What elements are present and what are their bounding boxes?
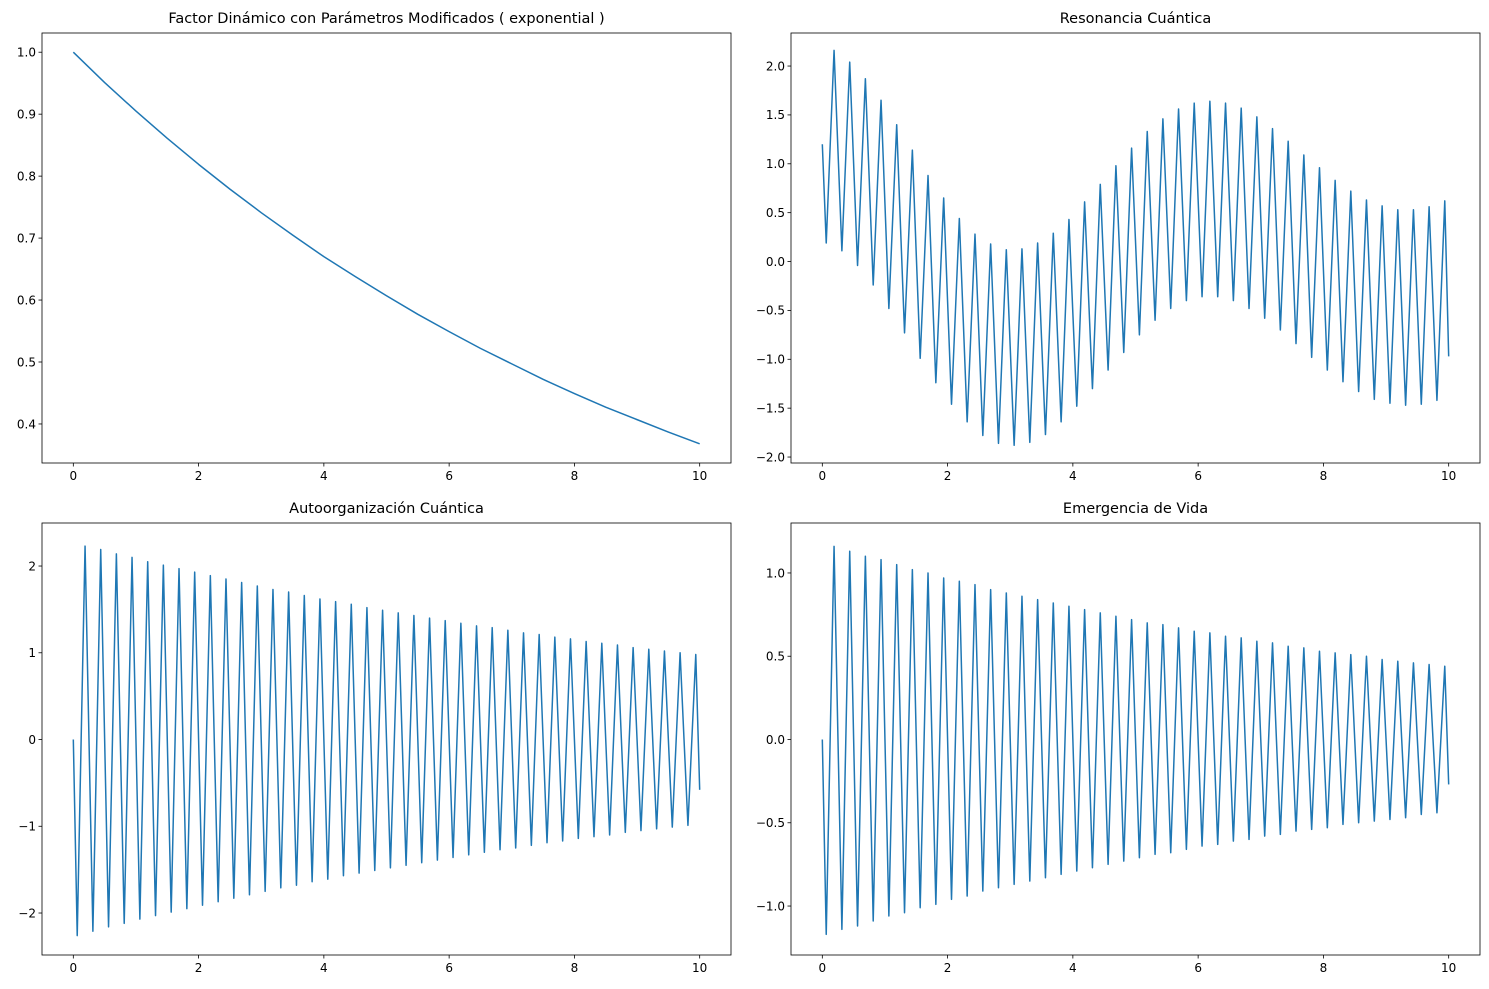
x-tick-label: 2: [195, 961, 203, 975]
y-tick-label: 0.0: [766, 255, 785, 269]
x-tick-label: 6: [445, 469, 453, 483]
x-tick-label: 0: [69, 469, 77, 483]
data-line: [821, 545, 1450, 936]
chart-title: Emergencia de Vida: [1063, 501, 1208, 517]
x-tick-label: 2: [195, 469, 203, 483]
y-tick-label: −2.0: [756, 450, 785, 464]
y-tick-label: −1: [18, 820, 36, 834]
x-tick-label: 10: [1441, 469, 1456, 483]
chart-title: Factor Dinámico con Parámetros Modificad…: [168, 11, 604, 27]
y-tick-label: −1.0: [756, 353, 785, 367]
data-line: [821, 49, 1450, 447]
y-tick-label: 0.8: [17, 169, 36, 183]
y-tick-label: 0: [28, 733, 36, 747]
x-tick-label: 6: [445, 961, 453, 975]
x-tick-label: 4: [320, 469, 328, 483]
y-tick-label: −0.5: [756, 304, 785, 318]
y-tick-label: 0.9: [17, 107, 36, 121]
y-tick-label: 0.5: [766, 206, 785, 220]
x-tick-label: 10: [692, 961, 707, 975]
y-tick-label: 1.0: [766, 157, 785, 171]
y-tick-label: 0.5: [766, 650, 785, 664]
axes-frame: [41, 32, 732, 464]
y-tick-label: 0.4: [17, 417, 36, 431]
y-tick-label: 0.0: [766, 733, 785, 747]
chart-title: Resonancia Cuántica: [1060, 11, 1212, 27]
y-tick-label: −0.5: [756, 816, 785, 830]
x-tick-label: 4: [1069, 469, 1077, 483]
y-tick-label: 1.5: [766, 108, 785, 122]
axes-frame: [790, 522, 1481, 956]
x-tick-label: 8: [571, 469, 579, 483]
x-tick-label: 4: [320, 961, 328, 975]
chart-title: Autoorganización Cuántica: [289, 501, 484, 517]
y-tick-label: 0.7: [17, 231, 36, 245]
x-tick-label: 0: [818, 469, 826, 483]
x-tick-label: 8: [1320, 961, 1328, 975]
y-tick-label: 1.0: [766, 566, 785, 580]
y-tick-label: 2.0: [766, 59, 785, 73]
y-tick-label: −1.5: [756, 401, 785, 415]
y-tick-label: 1.0: [17, 46, 36, 60]
y-tick-label: −2: [18, 906, 36, 920]
y-tick-label: 2: [28, 559, 36, 573]
axes-frame: [41, 522, 732, 956]
x-tick-label: 0: [818, 961, 826, 975]
x-tick-label: 10: [1441, 961, 1456, 975]
data-line: [72, 545, 701, 937]
x-tick-label: 8: [1320, 469, 1328, 483]
x-tick-label: 2: [944, 469, 952, 483]
data-line: [72, 51, 700, 445]
x-tick-label: 6: [1194, 469, 1202, 483]
x-tick-label: 8: [571, 961, 579, 975]
x-tick-label: 10: [692, 469, 707, 483]
axes-frame: [790, 32, 1481, 464]
y-tick-label: 0.5: [17, 355, 36, 369]
y-tick-label: 1: [28, 646, 36, 660]
x-tick-label: 2: [944, 961, 952, 975]
y-tick-label: −1.0: [756, 899, 785, 913]
x-tick-label: 0: [69, 961, 77, 975]
x-tick-label: 6: [1194, 961, 1202, 975]
y-tick-label: 0.6: [17, 293, 36, 307]
x-tick-label: 4: [1069, 961, 1077, 975]
